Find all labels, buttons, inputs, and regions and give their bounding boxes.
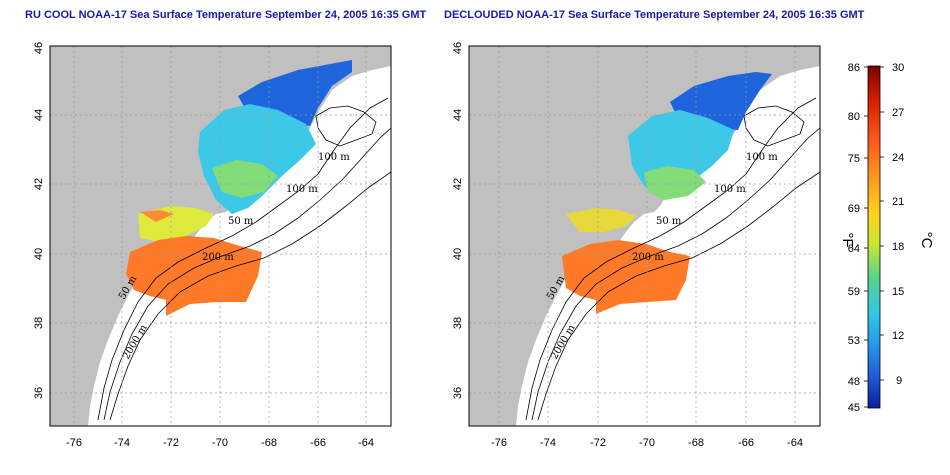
colorbar-f-label: 75 xyxy=(848,153,860,165)
colorbar-c-label: 9 xyxy=(896,375,902,387)
left-contour-label-200: 200 m xyxy=(202,252,234,263)
colorbar-c-ticks xyxy=(880,66,884,381)
colorbar-f-label: 48 xyxy=(848,376,860,388)
left-grid xyxy=(50,46,391,426)
right-contour-label-200: 200 m xyxy=(632,252,664,263)
right-lat-tick: 36 xyxy=(452,387,464,399)
colorbar-f-label: 45 xyxy=(848,402,860,414)
left-contour-label-50a: 50 m xyxy=(228,216,254,227)
right-sst-orange xyxy=(562,240,690,314)
right-contour-label-50a: 50 m xyxy=(656,216,682,227)
left-contour-shelf xyxy=(97,97,389,421)
left-contour-slope xyxy=(103,127,391,421)
right-sst-green xyxy=(644,166,706,200)
colorbar-c-label: 15 xyxy=(892,286,904,298)
left-lat-tick: 40 xyxy=(33,248,45,260)
left-contour-label-100b: 100 m xyxy=(286,184,318,195)
right-lat-axis: 36 38 40 42 44 46 xyxy=(452,42,464,399)
colorbar-c-label: 12 xyxy=(892,330,904,342)
colorbar-f-label: 69 xyxy=(848,203,860,215)
right-lon-tick: -74 xyxy=(540,437,556,449)
left-sst-green xyxy=(212,160,278,198)
left-land xyxy=(50,46,391,426)
left-bathymetry-contours xyxy=(97,97,391,421)
colorbar-f-ticks xyxy=(864,66,868,408)
colorbar-f-label: 86 xyxy=(848,62,860,74)
right-lon-tick: -66 xyxy=(738,437,754,449)
left-lat-tick: 46 xyxy=(33,42,45,54)
right-lat-tick: 38 xyxy=(452,317,464,329)
right-map-title: DECLOUDED NOAA-17 Sea Surface Temperatur… xyxy=(444,9,865,21)
left-map-panel: 100 m 100 m 50 m 200 m 50 m 2000 m -76 -… xyxy=(33,42,392,449)
left-lon-tick: -64 xyxy=(358,437,374,449)
right-sst-yellow xyxy=(566,208,636,232)
right-grid xyxy=(469,46,820,426)
colorbar-f-label: 80 xyxy=(848,111,860,123)
right-lat-tick: 40 xyxy=(452,248,464,260)
right-lon-tick: -64 xyxy=(787,437,803,449)
left-lon-tick: -76 xyxy=(66,437,82,449)
left-lat-axis: 36 38 40 42 44 46 xyxy=(33,42,45,399)
colorbar-f-labels: 86 80 75 69 64 59 53 48 45 xyxy=(848,62,860,414)
left-lon-tick: -74 xyxy=(114,437,130,449)
left-lat-tick: 38 xyxy=(33,317,45,329)
colorbar-unit-celsius: °C xyxy=(918,232,935,249)
left-map-title: RU COOL NOAA-17 Sea Surface Temperature … xyxy=(25,9,427,21)
right-contour-deep xyxy=(537,171,820,421)
right-contour-label-100b: 100 m xyxy=(714,184,746,195)
left-lat-tick: 36 xyxy=(33,387,45,399)
left-lon-tick: -68 xyxy=(261,437,277,449)
right-map-panel: 100 m 100 m 50 m 200 m 50 m 2000 m -76 -… xyxy=(452,42,821,449)
right-map-frame xyxy=(468,45,821,427)
right-lon-axis: -76 -74 -72 -70 -68 -66 -64 xyxy=(491,437,803,449)
right-lat-tick: 46 xyxy=(452,42,464,54)
right-lon-tick: -72 xyxy=(590,437,606,449)
colorbar-c-label: 18 xyxy=(892,241,904,253)
left-contour-label-100a: 100 m xyxy=(318,152,350,163)
left-lat-tick: 44 xyxy=(33,109,45,121)
left-contour-inner xyxy=(315,105,377,147)
right-contour-slope xyxy=(531,127,820,421)
colorbar-c-label: 21 xyxy=(892,196,904,208)
right-lat-tick: 44 xyxy=(452,109,464,121)
left-lon-axis: -76 -74 -72 -70 -68 -66 -64 xyxy=(66,437,374,449)
left-contour-deep xyxy=(109,171,391,421)
left-lon-tick: -72 xyxy=(163,437,179,449)
colorbar-f-label: 53 xyxy=(848,335,860,347)
colorbar: 86 80 75 69 64 59 53 48 45 30 27 24 21 1… xyxy=(839,62,935,414)
right-contour-shelf xyxy=(525,97,817,421)
left-lat-tick: 42 xyxy=(33,178,45,190)
left-sst-orange xyxy=(126,236,262,316)
right-lon-tick: -68 xyxy=(688,437,704,449)
colorbar-gradient xyxy=(867,65,881,409)
colorbar-c-label: 30 xyxy=(892,62,904,74)
right-contour-label-100a: 100 m xyxy=(746,152,778,163)
left-lon-tick: -66 xyxy=(310,437,326,449)
left-sst-orange-south xyxy=(140,210,174,222)
colorbar-c-label: 27 xyxy=(892,107,904,119)
right-land xyxy=(469,46,820,426)
right-lon-tick: -70 xyxy=(639,437,655,449)
colorbar-f-label: 59 xyxy=(848,286,860,298)
right-bathymetry-contours xyxy=(525,97,820,421)
right-contour-inner xyxy=(743,105,805,147)
left-lon-tick: -70 xyxy=(212,437,228,449)
right-lon-tick: -76 xyxy=(491,437,507,449)
colorbar-c-label: 24 xyxy=(892,152,904,164)
right-lat-tick: 42 xyxy=(452,178,464,190)
colorbar-f-label: 64 xyxy=(848,243,860,255)
colorbar-unit-fahrenheit: °F xyxy=(839,232,856,247)
colorbar-c-labels: 30 27 24 21 18 15 12 9 xyxy=(892,62,904,387)
left-map-frame xyxy=(49,45,392,427)
